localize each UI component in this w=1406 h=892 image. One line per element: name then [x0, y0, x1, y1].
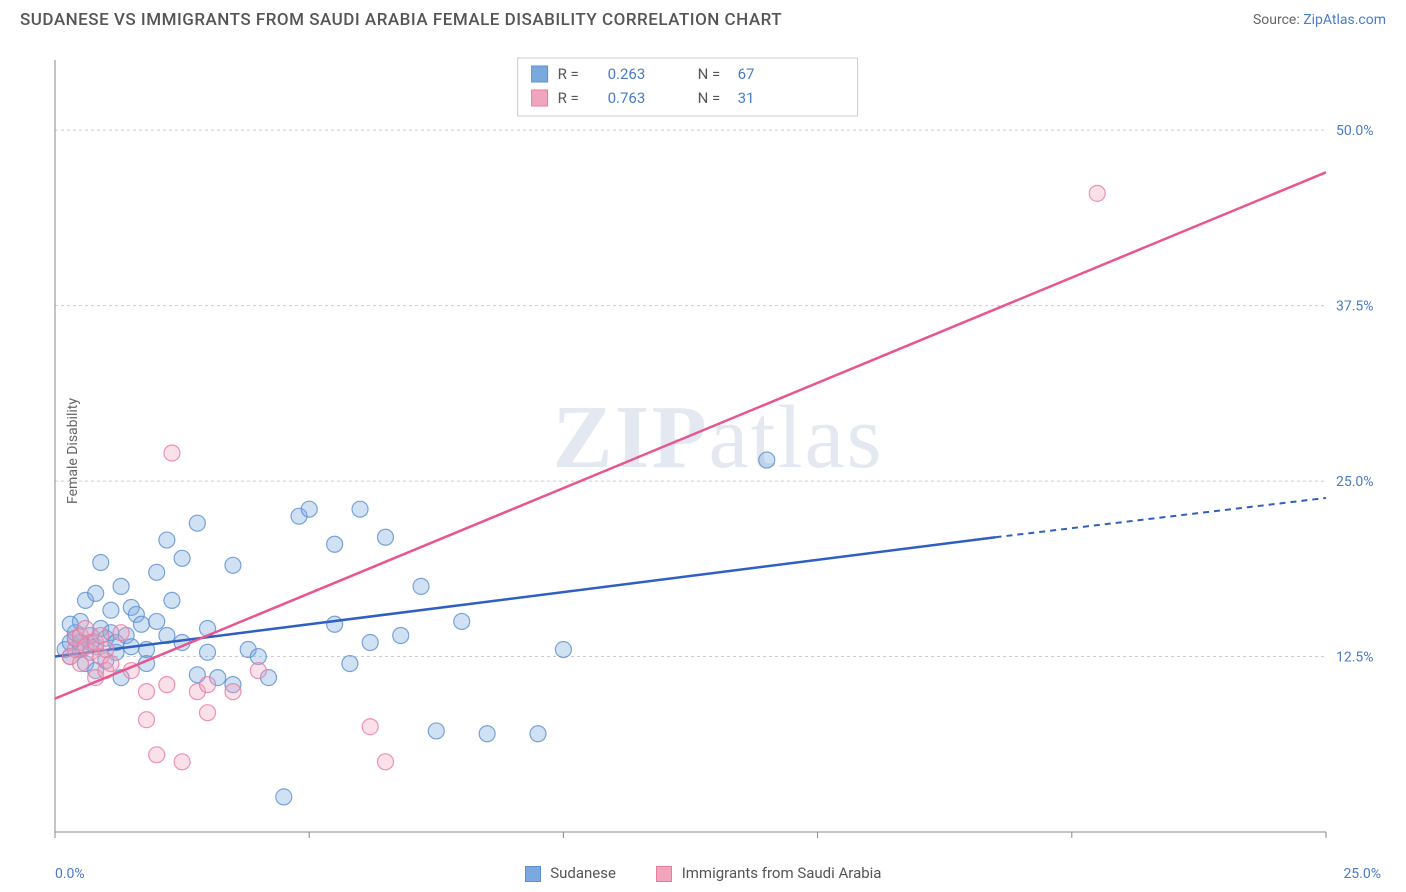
data-point — [393, 627, 409, 643]
data-point — [200, 677, 216, 693]
svg-text:R =: R = — [558, 65, 579, 83]
data-point — [377, 754, 393, 770]
data-point — [1089, 185, 1105, 201]
data-point — [555, 642, 571, 658]
data-point — [78, 620, 94, 636]
data-point — [250, 663, 266, 679]
data-point — [225, 557, 241, 573]
data-point — [103, 656, 119, 672]
data-point — [200, 644, 216, 660]
data-point — [139, 712, 155, 728]
data-point — [362, 635, 378, 651]
trend-line — [55, 537, 996, 656]
data-point — [377, 529, 393, 545]
data-point — [327, 536, 343, 552]
trend-line — [55, 172, 1326, 698]
header-bar: SUDANESE VS IMMIGRANTS FROM SAUDI ARABIA… — [0, 0, 1406, 35]
data-point — [327, 616, 343, 632]
data-point — [479, 726, 495, 742]
chart-title: SUDANESE VS IMMIGRANTS FROM SAUDI ARABIA… — [20, 10, 782, 30]
data-point — [149, 564, 165, 580]
trend-line-extrapolated — [996, 498, 1326, 537]
source-link[interactable]: ZipAtlas.com — [1303, 12, 1386, 28]
data-point — [164, 592, 180, 608]
data-point — [428, 723, 444, 739]
data-point — [200, 705, 216, 721]
legend-label-saudi: Immigrants from Saudi Arabia — [682, 864, 882, 882]
legend-swatch-saudi — [656, 866, 672, 882]
bottom-legend: Sudanese Immigrants from Saudi Arabia — [0, 864, 1406, 882]
svg-text:37.5%: 37.5% — [1336, 299, 1374, 315]
scatter-plot-svg: 12.5%25.0%37.5%50.0%ZIPatlasR =0.263N =6… — [50, 50, 1386, 852]
chart-container: Female Disability 12.5%25.0%37.5%50.0%ZI… — [50, 50, 1386, 852]
legend-label-sudanese: Sudanese — [550, 864, 616, 882]
data-point — [133, 616, 149, 632]
data-point — [93, 555, 109, 571]
data-point — [164, 445, 180, 461]
source-prefix: Source: — [1253, 12, 1303, 28]
legend-swatch-sudanese — [525, 866, 541, 882]
legend-item-saudi: Immigrants from Saudi Arabia — [656, 864, 882, 882]
data-point — [149, 613, 165, 629]
data-point — [342, 656, 358, 672]
data-point — [159, 677, 175, 693]
data-point — [413, 578, 429, 594]
data-point — [454, 613, 470, 629]
data-point — [174, 754, 190, 770]
y-axis-label: Female Disability — [65, 398, 81, 504]
data-point — [362, 719, 378, 735]
data-point — [301, 501, 317, 517]
data-point — [174, 550, 190, 566]
svg-text:25.0%: 25.0% — [1336, 474, 1374, 490]
data-point — [276, 789, 292, 805]
data-point — [530, 726, 546, 742]
data-point — [88, 585, 104, 601]
data-point — [113, 578, 129, 594]
data-point — [159, 532, 175, 548]
svg-text:0.263: 0.263 — [608, 65, 646, 83]
data-point — [113, 625, 129, 641]
svg-text:R =: R = — [558, 89, 579, 107]
data-point — [759, 452, 775, 468]
data-point — [352, 501, 368, 517]
svg-text:31: 31 — [738, 89, 755, 107]
data-point — [225, 684, 241, 700]
data-point — [103, 602, 119, 618]
data-point — [139, 684, 155, 700]
svg-text:67: 67 — [738, 65, 755, 83]
legend-item-sudanese: Sudanese — [525, 864, 616, 882]
source-attribution: Source: ZipAtlas.com — [1253, 12, 1386, 28]
svg-text:N =: N = — [698, 65, 721, 83]
svg-text:N =: N = — [698, 89, 721, 107]
svg-text:12.5%: 12.5% — [1336, 650, 1374, 666]
svg-text:0.763: 0.763 — [608, 89, 646, 107]
data-point — [189, 515, 205, 531]
svg-text:50.0%: 50.0% — [1336, 123, 1374, 139]
data-point — [149, 747, 165, 763]
